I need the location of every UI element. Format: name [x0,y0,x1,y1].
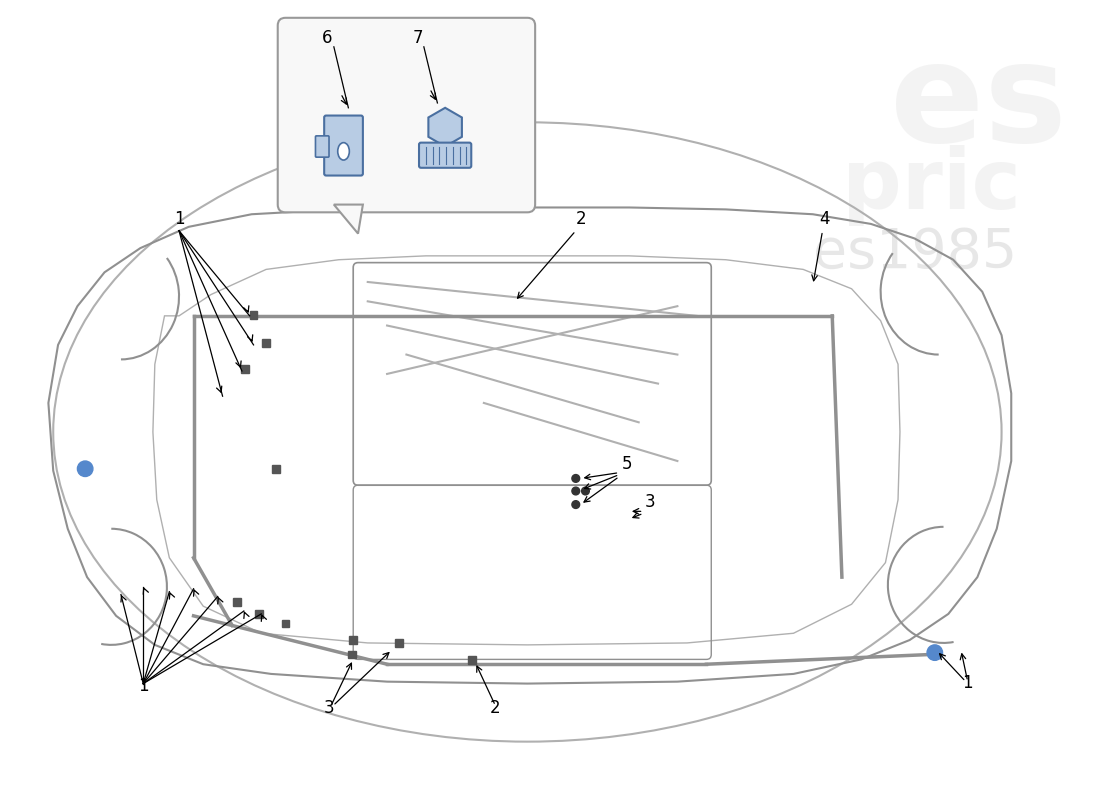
FancyBboxPatch shape [277,18,535,212]
Circle shape [572,487,580,495]
Bar [350,636,358,644]
FancyBboxPatch shape [316,136,329,157]
Bar [349,650,356,658]
Circle shape [927,645,943,660]
Polygon shape [334,205,363,234]
Text: 4: 4 [820,210,829,228]
Text: 3: 3 [323,698,334,717]
Text: 1: 1 [962,674,974,693]
Text: 1: 1 [138,678,148,695]
Bar [241,366,249,373]
Circle shape [77,461,92,477]
Circle shape [582,487,590,495]
Bar [282,620,289,627]
Text: 1: 1 [174,210,185,228]
Text: es1985: es1985 [813,226,1018,279]
Bar [272,465,279,473]
Text: es: es [890,36,1067,170]
Text: pric: pric [842,146,1021,226]
Circle shape [572,501,580,509]
Text: 2: 2 [575,210,586,228]
Bar [395,639,403,647]
Ellipse shape [338,142,350,160]
Text: 2: 2 [491,698,501,717]
Bar [469,657,476,664]
FancyBboxPatch shape [324,115,363,175]
FancyBboxPatch shape [419,142,471,168]
Bar [255,610,263,618]
Text: 7: 7 [412,29,424,47]
Bar [250,311,257,318]
Bar [262,339,270,347]
Circle shape [572,474,580,482]
Text: 5: 5 [623,454,632,473]
Bar [233,598,241,606]
Text: 6: 6 [322,29,332,47]
Text: 3: 3 [645,494,656,511]
